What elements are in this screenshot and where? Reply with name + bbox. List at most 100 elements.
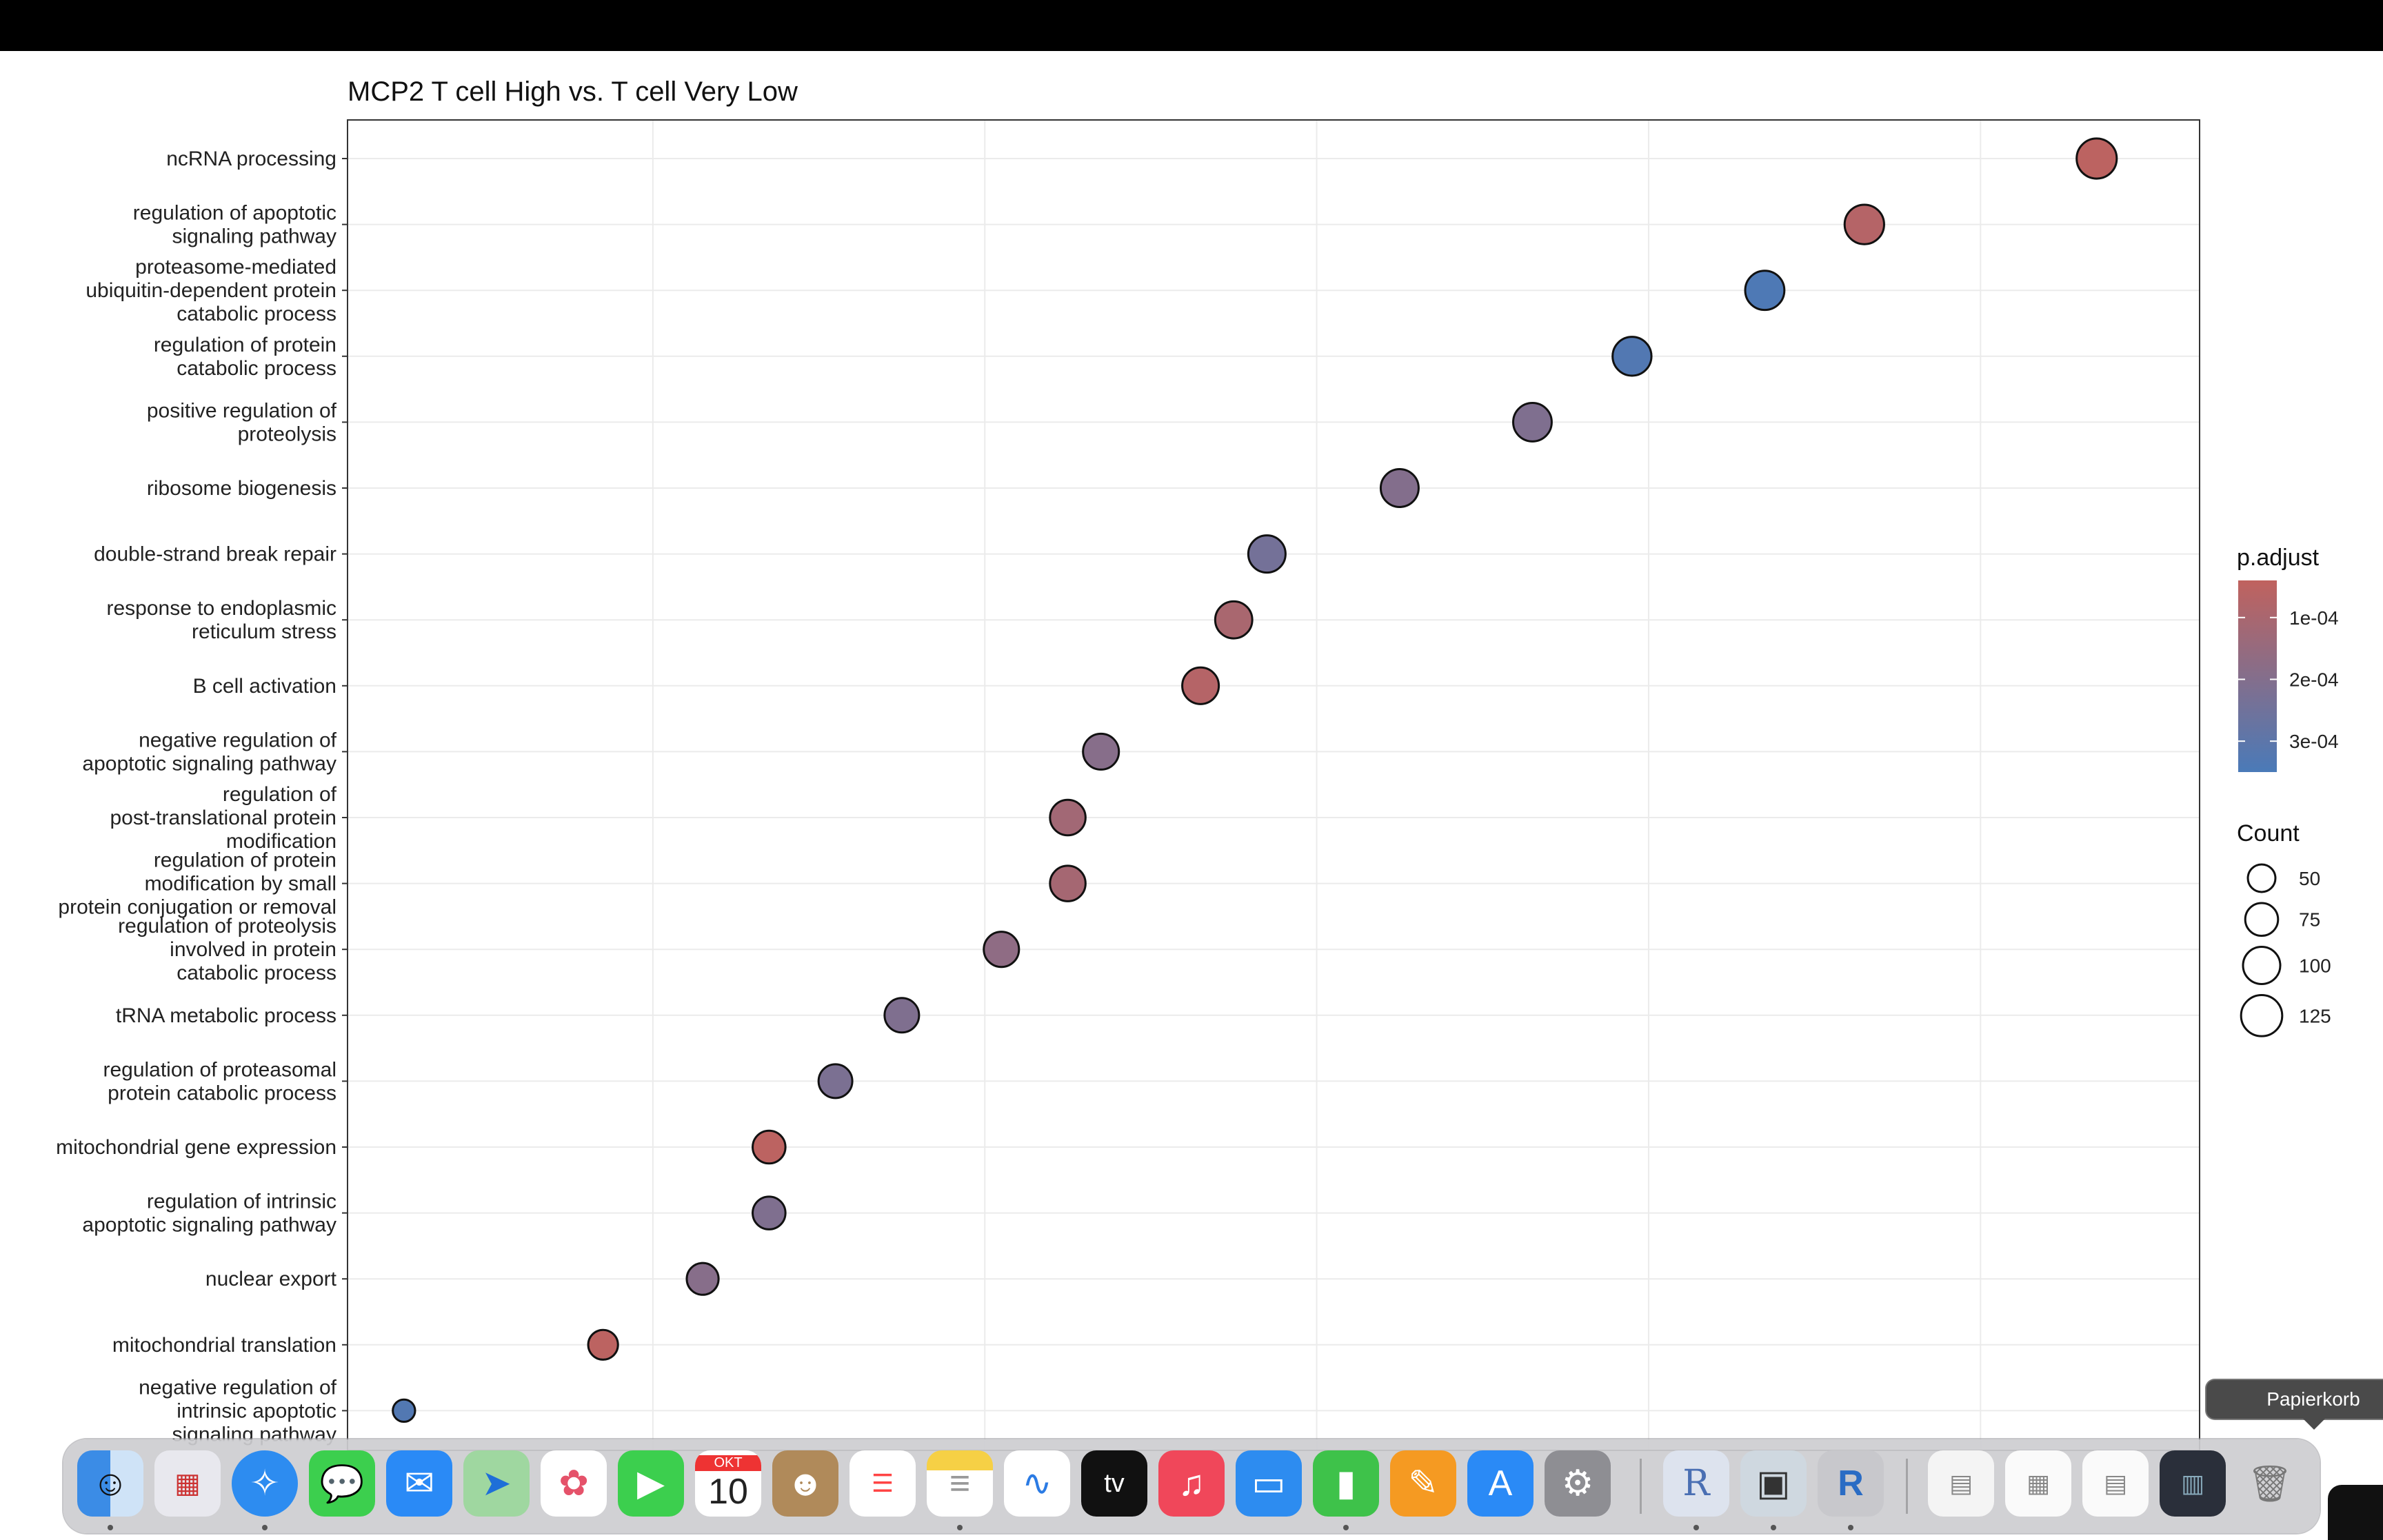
y-tick-label: nuclear export — [205, 1268, 337, 1290]
y-tick-label: double-strand break repair — [94, 543, 336, 566]
count-legend-key — [2244, 902, 2280, 938]
data-point — [883, 997, 921, 1034]
freeform-icon[interactable]: ∿ — [1004, 1450, 1070, 1517]
tv-label: tv — [1104, 1468, 1125, 1498]
app-store-icon[interactable]: A — [1467, 1450, 1534, 1517]
pages-icon[interactable]: ✎ — [1390, 1450, 1456, 1517]
data-points — [392, 137, 2118, 1424]
data-point — [983, 931, 1020, 969]
y-tick-label: B cell activation — [193, 675, 336, 698]
data-point — [1379, 468, 1420, 508]
data-point — [1214, 600, 1254, 640]
y-tick-label: proteasome-mediated ubiquitin-dependent p… — [86, 256, 336, 325]
y-tick-label: regulation of protein catabolic process — [154, 334, 336, 380]
y-tick-label: mitochondrial translation — [112, 1334, 336, 1357]
y-tick-label: regulation of post-translational protein m… — [110, 783, 336, 853]
count-legend-label: 125 — [2299, 1005, 2331, 1026]
music-icon[interactable]: ♫ — [1158, 1450, 1225, 1517]
launchpad-icon[interactable]: ▦ — [154, 1450, 221, 1517]
messages-icon[interactable]: 💬 — [309, 1450, 375, 1517]
count-legend-title: Count — [2237, 820, 2300, 847]
notes-icon[interactable]: ≡ — [927, 1450, 993, 1517]
data-point — [817, 1063, 854, 1100]
data-point — [2075, 137, 2118, 180]
data-point — [1049, 798, 1087, 837]
data-point — [752, 1129, 787, 1165]
dock-separator — [1906, 1459, 1908, 1514]
preview-icon[interactable]: ▣ — [1740, 1450, 1807, 1517]
data-point — [685, 1262, 720, 1296]
padjust-legend-title: p.adjust — [2237, 545, 2320, 571]
calendar-month: OKT — [695, 1455, 761, 1471]
r-app-icon[interactable]: R — [1663, 1450, 1729, 1517]
keynote-icon[interactable]: ▭ — [1236, 1450, 1302, 1517]
numbers-icon[interactable]: ▮ — [1313, 1450, 1379, 1517]
plot-grid — [348, 120, 2200, 1450]
data-point — [1082, 732, 1120, 771]
rstudio-icon[interactable]: R — [1818, 1450, 1884, 1517]
system-settings-icon[interactable]: ⚙ — [1545, 1450, 1611, 1517]
running-indicator — [1848, 1525, 1853, 1530]
window-thumbnail-icon[interactable]: ▥ — [2160, 1450, 2226, 1517]
plot-panel — [347, 119, 2200, 1451]
y-tick-label: regulation of intrinsic apoptotic signali… — [82, 1191, 336, 1237]
maps-icon[interactable]: ➤ — [463, 1450, 530, 1517]
count-legend-key — [2240, 994, 2284, 1037]
running-indicator — [1771, 1525, 1776, 1530]
running-indicator — [1693, 1525, 1699, 1530]
trash-icon[interactable]: 🗑 — [2246, 1463, 2293, 1504]
data-point — [1843, 203, 1885, 245]
data-point — [752, 1195, 787, 1230]
data-point — [587, 1328, 619, 1361]
calendar-icon[interactable]: OKT 10 — [695, 1450, 761, 1517]
y-tick-label: regulation of protein modification by sma… — [58, 849, 336, 919]
count-legend: Count 50 75 100 125 — [2237, 820, 2331, 1037]
y-tick-label: regulation of proteasomal protein catabol… — [103, 1058, 336, 1104]
count-legend-label: 75 — [2299, 909, 2320, 931]
y-tick-label: ncRNA processing — [166, 148, 336, 170]
reminders-icon[interactable]: ☰ — [849, 1450, 916, 1517]
tv-icon[interactable]: tv — [1081, 1450, 1147, 1517]
count-legend-label: 50 — [2299, 868, 2320, 889]
data-point — [1181, 666, 1220, 705]
calendar-day: 10 — [708, 1471, 748, 1512]
data-point — [1744, 270, 1786, 312]
data-point — [1611, 336, 1653, 377]
y-tick-label: tRNA metabolic process — [116, 1004, 336, 1027]
data-point — [1512, 401, 1553, 443]
safari-icon[interactable]: ✧ — [232, 1450, 298, 1517]
count-legend-label: 100 — [2299, 955, 2331, 977]
running-indicator — [262, 1525, 268, 1530]
y-tick-label: mitochondrial gene expression — [56, 1136, 336, 1159]
window-thumbnail-icon[interactable]: ▤ — [2082, 1450, 2149, 1517]
y-tick-label: positive regulation of proteolysis — [147, 399, 337, 445]
trash-tooltip: Papierkorb — [2206, 1380, 2383, 1430]
document-icon[interactable]: ▤ — [1928, 1450, 1994, 1517]
colorbar-tick-label: 2e-04 — [2289, 669, 2339, 690]
contacts-icon[interactable]: ☻ — [772, 1450, 838, 1517]
colorbar-tick-label: 1e-04 — [2289, 607, 2339, 629]
dock-separator — [1640, 1459, 1642, 1514]
menu-bar — [0, 0, 2383, 51]
y-axis-labels: ncRNA processing regulation of apoptotic s… — [56, 148, 348, 1446]
data-point — [1049, 864, 1087, 902]
count-legend-key — [2242, 946, 2282, 986]
running-indicator — [957, 1525, 963, 1530]
window-corner — [2328, 1485, 2383, 1540]
chart-title: MCP2 T cell High vs. T cell Very Low — [348, 77, 798, 107]
data-point — [392, 1398, 416, 1424]
padjust-legend: p.adjust 1e-04 2e-04 3e-04 — [2237, 545, 2339, 772]
facetime-icon[interactable]: ▶ — [618, 1450, 684, 1517]
count-legend-key — [2246, 863, 2277, 893]
colorbar-tick-label: 3e-04 — [2289, 731, 2339, 752]
running-indicator — [1343, 1525, 1349, 1530]
y-tick-label: negative regulation of apoptotic signalin… — [82, 729, 336, 775]
padjust-colorbar — [2238, 580, 2277, 772]
mail-icon[interactable]: ✉ — [386, 1450, 452, 1517]
photos-icon[interactable]: ✿ — [541, 1450, 607, 1517]
running-indicator — [108, 1525, 113, 1530]
window-thumbnail-icon[interactable]: ▦ — [2005, 1450, 2071, 1517]
y-tick-label: regulation of proteolysis involved in pro… — [118, 915, 336, 984]
finder-icon[interactable]: ☺ — [77, 1450, 143, 1517]
